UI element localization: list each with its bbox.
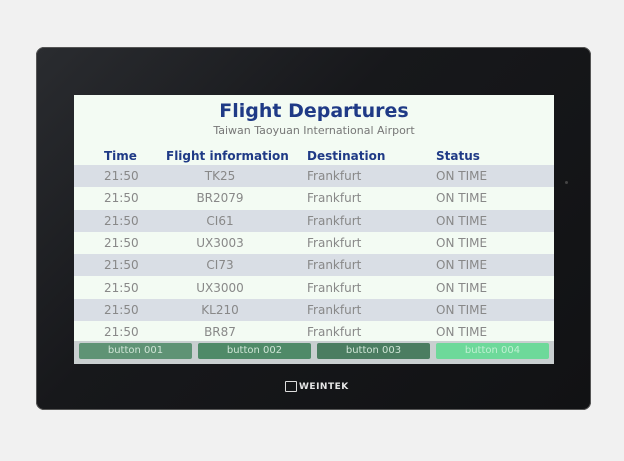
page-subtitle: Taiwan Taoyuan International Airport [213, 124, 415, 137]
cell-status: ON TIME [436, 280, 488, 295]
column-header-status: Status [436, 149, 480, 163]
cell-time: 21:50 [104, 280, 139, 295]
cell-time: 21:50 [104, 213, 139, 228]
cell-status: ON TIME [436, 325, 488, 340]
table-row: 21:50 BR2079 Frankfurt ON TIME [74, 187, 554, 210]
button-3[interactable]: button 003 [317, 343, 430, 359]
cell-destination: Frankfurt [307, 213, 362, 228]
cell-destination: Frankfurt [307, 280, 362, 295]
cell-status: ON TIME [436, 258, 488, 273]
cell-destination: Frankfurt [307, 325, 362, 340]
cell-flight: TK25 [204, 169, 236, 183]
table-row: 21:50 TK25 Frankfurt ON TIME [74, 165, 554, 188]
cell-destination: Frankfurt [307, 258, 362, 273]
cell-time: 21:50 [104, 325, 139, 340]
cell-time: 21:50 [104, 258, 139, 273]
cell-status: ON TIME [436, 169, 488, 183]
cell-destination: Frankfurt [307, 235, 362, 250]
cell-flight: KL210 [201, 302, 239, 317]
cell-status: ON TIME [436, 302, 488, 317]
cell-status: ON TIME [436, 235, 488, 250]
table-row: 21:50 UX3003 Frankfurt ON TIME [74, 231, 554, 255]
table-row: 21:50 CI61 Frankfurt ON TIME [74, 209, 554, 232]
button-1[interactable]: button 001 [79, 343, 192, 359]
cell-flight: UX3003 [196, 235, 244, 250]
table-row: 21:50 BR87 Frankfurt ON TIME [74, 321, 554, 344]
column-header-flight: Flight information [166, 149, 289, 163]
page-title: Flight Departures [219, 100, 409, 122]
cell-time: 21:50 [104, 235, 139, 250]
column-header-time: Time [104, 149, 137, 163]
cell-destination: Frankfurt [307, 302, 362, 317]
table-row: 21:50 KL210 Frankfurt ON TIME [74, 298, 554, 322]
cell-flight: BR87 [204, 325, 236, 340]
hmi-screen: Flight Departures Taiwan Taoyuan Interna… [74, 95, 554, 364]
camera-sensor [565, 181, 568, 184]
weintek-logo: WEINTEK [285, 381, 349, 392]
cell-status: ON TIME [436, 191, 488, 206]
table-header: Time Flight information Destination Stat… [74, 149, 554, 165]
cell-time: 21:50 [104, 169, 139, 183]
cell-destination: Frankfurt [307, 191, 362, 206]
cell-destination: Frankfurt [307, 169, 362, 183]
column-header-destination: Destination [307, 149, 386, 163]
button-2[interactable]: button 002 [198, 343, 311, 359]
cell-flight: CI61 [206, 213, 234, 228]
cell-time: 21:50 [104, 302, 139, 317]
button-4[interactable]: button 004 [436, 343, 549, 359]
cell-flight: UX3000 [196, 280, 244, 295]
cell-flight: BR2079 [196, 191, 244, 206]
cell-status: ON TIME [436, 213, 488, 228]
cell-time: 21:50 [104, 191, 139, 206]
table-row: 21:50 UX3000 Frankfurt ON TIME [74, 276, 554, 299]
cell-flight: CI73 [206, 258, 234, 273]
button-bar: button 001 button 002 button 003 button 004 [74, 341, 554, 364]
table-row: 21:50 CI73 Frankfurt ON TIME [74, 254, 554, 277]
